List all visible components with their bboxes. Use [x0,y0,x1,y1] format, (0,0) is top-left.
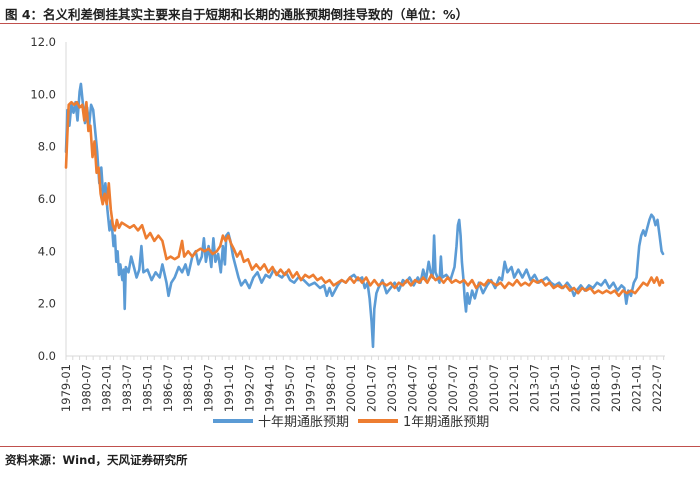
y-tick-label: 0.0 [38,349,56,363]
line-chart: 0.0 2.0 4.0 6.0 8.0 10.0 12.0 1979-01 1980-07 198… [30,35,665,430]
title-divider [0,23,700,24]
x-tick-label: 2015-01 [548,364,562,412]
x-tick-label: 1998-07 [324,364,338,412]
source-note: 资料来源：Wind，天风证券研究所 [5,453,188,467]
x-tick-label: 1986-07 [161,364,175,412]
series-line-10y [64,82,665,349]
y-tick-label: 8.0 [38,140,56,154]
series-layer [64,82,665,349]
x-tick-label: 2003-01 [385,364,399,412]
legend-label-10y: 十年期通胀预期 [258,415,349,430]
x-tick-label: 2022-07 [650,364,664,412]
x-tick-label: 1988-01 [181,364,195,412]
x-tick-label: 1983-07 [120,364,134,412]
chart-legend: 十年期通胀预期 1年期通胀预期 [213,415,489,430]
x-tick-label: 1979-01 [59,364,73,412]
series-line-1y [64,100,665,298]
x-tick-label: 2012-01 [507,364,521,412]
x-tick-label: 1982-01 [100,364,114,412]
x-tick-label: 2009-01 [466,364,480,412]
axis-layer: 0.0 2.0 4.0 6.0 8.0 10.0 12.0 1979-01 1980-07 198… [30,35,665,412]
x-tick-label: 2019-07 [609,364,623,412]
x-tick-label: 2010-07 [487,364,501,412]
x-tick-label: 2001-07 [365,364,379,412]
y-tick-label: 12.0 [30,35,56,49]
x-tick-label: 2006-01 [426,364,440,412]
x-tick-label: 2021-01 [629,364,643,412]
x-tick-label: 2007-07 [446,364,460,412]
y-tick-label: 10.0 [30,87,56,101]
x-tick-label: 1991-01 [222,364,236,412]
x-tick-label: 1985-01 [140,364,154,412]
x-tick-label: 1989-07 [202,364,216,412]
x-tick-label: 1997-01 [303,364,317,412]
x-tick-label: 2018-01 [589,364,603,412]
x-tick-label: 2004-07 [405,364,419,412]
x-tick-label: 1995-07 [283,364,297,412]
y-tick-label: 6.0 [38,192,56,206]
legend-label-1y: 1年期通胀预期 [403,415,489,430]
x-tick-label: 2000-01 [344,364,358,412]
x-tick-label: 1994-01 [263,364,277,412]
y-tick-label: 2.0 [38,297,56,311]
chart-title: 图 4：名义利差倒挂其实主要来自于短期和长期的通胀预期倒挂导致的（单位：%） [5,7,469,22]
source-divider [0,446,700,447]
y-tick-label: 4.0 [38,244,56,258]
x-tick-label: 2016-07 [568,364,582,412]
x-tick-label: 1980-07 [79,364,93,412]
x-tick-label: 1992-07 [242,364,256,412]
x-tick-label: 2013-07 [528,364,542,412]
